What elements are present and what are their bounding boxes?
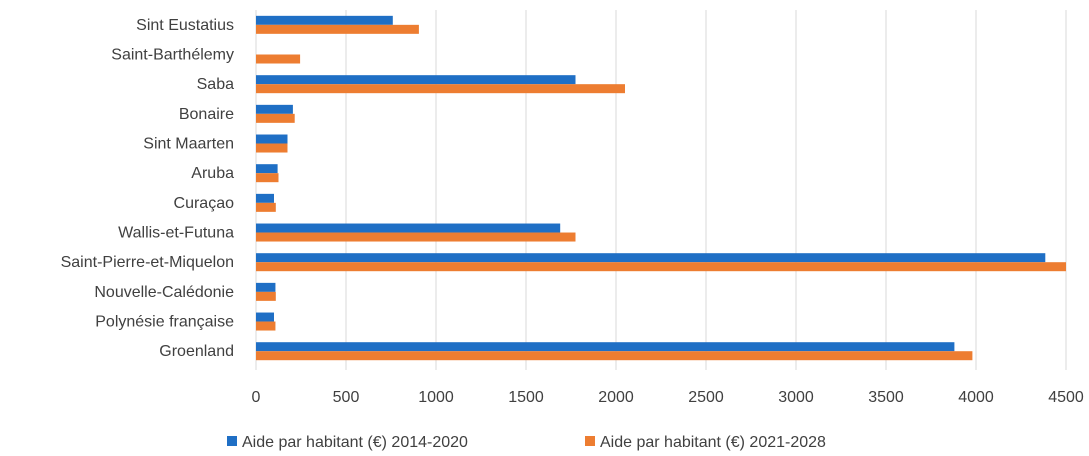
category-label: Saint-Pierre-et-Miquelon	[61, 254, 234, 271]
category-label: Saba	[197, 76, 234, 93]
x-tick-label-2500: 2500	[688, 389, 724, 406]
bar-series-1-saint-pierre-et-miquelon	[256, 253, 1046, 263]
category-label: Nouvelle-Calédonie	[94, 284, 234, 301]
bar-series-1-nouvelle-cal-donie	[256, 282, 276, 292]
bar-series-1-aruba	[256, 164, 278, 174]
category-label: Saint-Barthélemy	[111, 47, 234, 64]
bar-series-2-aruba	[256, 173, 279, 183]
x-tick-label-1500: 1500	[508, 389, 544, 406]
bars	[256, 15, 1066, 361]
x-tick-label-0: 0	[252, 389, 261, 406]
bar-series-1-saba	[256, 75, 576, 85]
category-label: Wallis-et-Futuna	[118, 225, 234, 242]
legend-item-2: Aide par habitant (€) 2021-2028	[585, 434, 826, 451]
x-tick-label-500: 500	[333, 389, 360, 406]
x-tick-label-3000: 3000	[778, 389, 814, 406]
bar-series-2-saba	[256, 84, 625, 94]
category-label: Sint Maarten	[143, 136, 234, 153]
category-label: Bonaire	[179, 106, 234, 123]
bar-series-2-cura-ao	[256, 202, 276, 212]
bar-series-1-sint-eustatius	[256, 15, 393, 25]
bar-series-2-saint-pierre-et-miquelon	[256, 262, 1066, 272]
bar-series-2-bonaire	[256, 113, 295, 123]
x-tick-label-2000: 2000	[598, 389, 634, 406]
category-label: Aruba	[191, 165, 234, 182]
x-tick-label-4000: 4000	[958, 389, 994, 406]
category-label: Polynésie française	[95, 314, 234, 331]
legend-label-1: Aide par habitant (€) 2014-2020	[242, 434, 468, 451]
category-labels: Sint Eustatius Saint-Barthélemy Saba Bonair…	[61, 17, 235, 360]
legend: Aide par habitant (€) 2014-2020 Aide par…	[227, 434, 826, 451]
x-tick-label-4500: 4500	[1048, 389, 1084, 406]
bar-series-1-wallis-et-futuna	[256, 223, 561, 233]
category-label: Sint Eustatius	[136, 17, 234, 34]
gridlines	[255, 10, 1067, 370]
bar-series-2-nouvelle-cal-donie	[256, 291, 276, 301]
bar-series-2-saint-barth-lemy	[256, 54, 301, 64]
legend-label-2: Aide par habitant (€) 2021-2028	[600, 434, 826, 451]
category-label: Curaçao	[174, 195, 235, 212]
bar-series-2-polyn-sie-fran-aise	[256, 321, 276, 331]
bar-series-1-bonaire	[256, 104, 293, 114]
bar-series-2-groenland	[256, 351, 973, 361]
legend-item-1: Aide par habitant (€) 2014-2020	[227, 434, 468, 451]
bar-series-1-groenland	[256, 342, 955, 352]
legend-swatch-2	[585, 436, 595, 446]
x-tick-label-3500: 3500	[868, 389, 904, 406]
bar-series-2-sint-maarten	[256, 143, 288, 153]
category-label: Groenland	[159, 343, 234, 360]
bar-series-2-wallis-et-futuna	[256, 232, 576, 242]
bar-series-2-sint-eustatius	[256, 24, 419, 34]
x-tick-label-1000: 1000	[418, 389, 454, 406]
x-axis-tick-labels: 0 500 1000 1500 2000 2500 3000 3500 4000 4500	[252, 389, 1084, 406]
bar-series-1-sint-maarten	[256, 134, 288, 144]
bar-series-1-polyn-sie-fran-aise	[256, 312, 274, 322]
legend-swatch-1	[227, 436, 237, 446]
bar-series-1-cura-ao	[256, 193, 274, 203]
